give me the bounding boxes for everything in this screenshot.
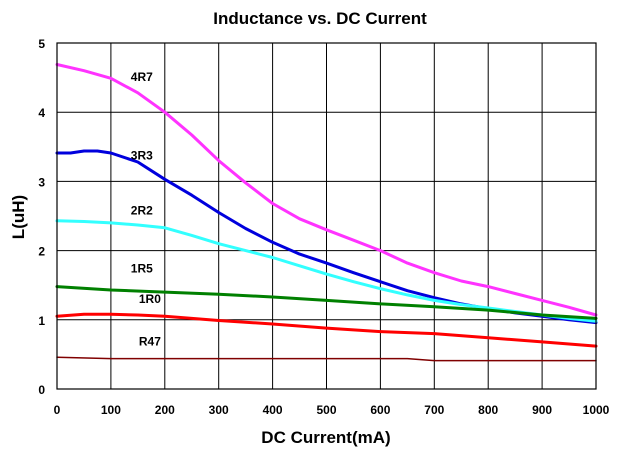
series-line-4r7 [55,63,598,317]
series-label-1r0: 1R0 [139,292,161,306]
series-line-r47 [56,356,597,362]
series-label-r47: R47 [139,334,161,348]
x-tick-label: 800 [478,403,498,417]
x-tick-label: 200 [155,403,175,417]
y-tick-label: 0 [38,383,45,397]
x-tick-label: 900 [532,403,552,417]
y-tick-label: 1 [38,314,45,328]
series-label-4r7: 4R7 [131,70,153,84]
x-tick-label: 500 [316,403,336,417]
series-line-1r5 [55,285,598,320]
y-tick-label: 4 [38,106,45,120]
series-labels: 4R7 3R3 2R2 1R5 1R0 R47 [131,70,161,348]
y-tick-label: 2 [38,245,45,259]
y-tick-label: 3 [38,175,45,189]
x-tick-labels: 0 100 200 300 400 500 600 700 800 900 1000 [54,403,610,417]
series-label-1r5: 1R5 [131,262,153,276]
x-tick-label: 400 [263,403,283,417]
series-label-3r3: 3R3 [131,148,153,162]
series-lines [55,63,598,362]
plot-frame [56,42,597,390]
series-line-1r0 [55,312,598,348]
y-tick-labels: 0 1 2 3 4 5 [38,37,45,397]
chart-title: Inductance vs. DC Current [213,9,427,28]
y-tick-label: 5 [38,37,45,51]
x-tick-label: 100 [101,403,121,417]
x-tick-label: 0 [54,403,61,417]
x-tick-label: 600 [370,403,390,417]
x-tick-label: 300 [209,403,229,417]
x-tick-label: 1000 [583,403,610,417]
x-tick-label: 700 [424,403,444,417]
series-label-2r2: 2R2 [131,204,153,218]
y-axis-label: L(uH) [9,195,28,239]
x-axis-label: DC Current(mA) [261,428,390,447]
